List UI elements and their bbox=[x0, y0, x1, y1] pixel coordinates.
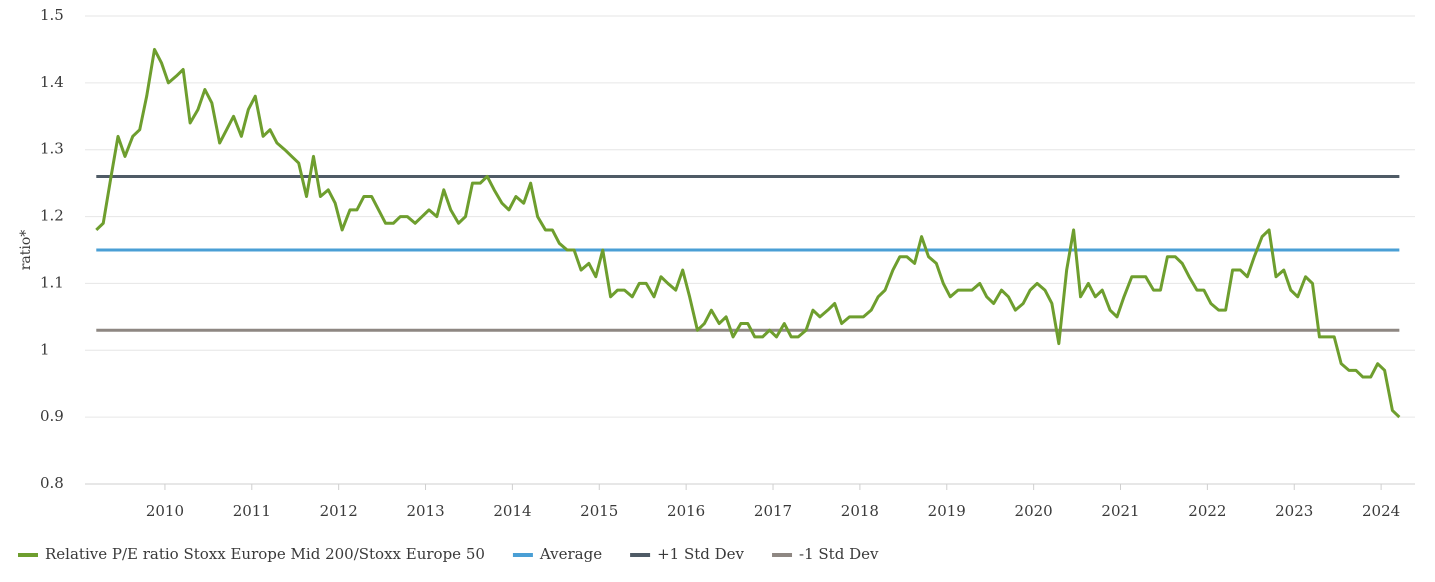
x-tick-label: 2023 bbox=[1275, 502, 1313, 520]
y-tick-label: 1.3 bbox=[40, 140, 64, 158]
y-axis-label: ratio* bbox=[18, 230, 34, 271]
y-tick-label: 1.4 bbox=[40, 73, 64, 91]
y-tick-label: 1.1 bbox=[40, 273, 64, 291]
x-tick-label: 2015 bbox=[580, 502, 618, 520]
x-tick-label: 2014 bbox=[493, 502, 531, 520]
y-tick-label: 1.2 bbox=[40, 207, 64, 225]
y-tick-label: 0.9 bbox=[40, 407, 64, 425]
y-tick-label: 1.5 bbox=[40, 6, 64, 24]
legend-label: +1 Std Dev bbox=[657, 545, 744, 563]
x-tick-label: 2012 bbox=[320, 502, 358, 520]
x-tick-label: 2010 bbox=[146, 502, 184, 520]
y-tick-label: 1 bbox=[40, 340, 50, 358]
legend-label: -1 Std Dev bbox=[799, 545, 879, 563]
series-line bbox=[95, 47, 1401, 419]
x-tick-label: 2016 bbox=[667, 502, 705, 520]
x-tick-label: 2020 bbox=[1015, 502, 1053, 520]
y-tick-label: 0.8 bbox=[40, 474, 64, 492]
x-tick-label: 2013 bbox=[406, 502, 444, 520]
x-tick-label: 2024 bbox=[1362, 502, 1400, 520]
x-tick-label: 2022 bbox=[1188, 502, 1226, 520]
legend-label: Relative P/E ratio Stoxx Europe Mid 200/… bbox=[45, 545, 485, 563]
x-tick-label: 2018 bbox=[841, 502, 879, 520]
x-tick-label: 2017 bbox=[754, 502, 792, 520]
legend-label: Average bbox=[539, 545, 602, 563]
x-tick-label: 2011 bbox=[233, 502, 271, 520]
x-tick-label: 2019 bbox=[928, 502, 966, 520]
x-tick-label: 2021 bbox=[1101, 502, 1139, 520]
